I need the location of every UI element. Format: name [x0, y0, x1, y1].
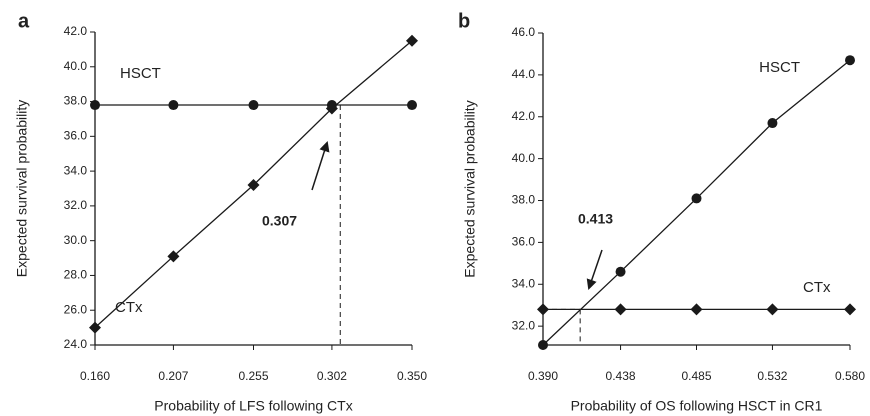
series-label: CTx [115, 299, 143, 316]
data-point [248, 100, 259, 111]
y-tick-label: 42.0 [64, 24, 88, 38]
y-tick-label: 40.0 [512, 151, 536, 165]
y-tick-label: 34.0 [512, 276, 536, 290]
data-point [406, 34, 418, 47]
y-tick-label: 44.0 [512, 67, 536, 81]
data-point [537, 303, 549, 316]
y-axis-title: Expected survival probability [14, 100, 30, 277]
x-tick-label: 0.207 [158, 369, 188, 383]
y-tick-label: 32.0 [64, 198, 88, 212]
x-tick-label: 0.255 [238, 369, 268, 383]
y-tick-label: 36.0 [512, 235, 536, 249]
chart-panel: a 24.0 26.0 28.0 30.0 32.0 34.0 36.0 38.0 40.0 42.… [14, 10, 428, 413]
y-tick-label: 26.0 [64, 302, 88, 316]
annotation-arrow [311, 140, 330, 191]
data-point [691, 193, 702, 204]
x-tick-label: 0.580 [835, 369, 865, 383]
data-point [766, 303, 779, 316]
data-point [167, 250, 180, 263]
data-point [615, 266, 626, 277]
data-point [845, 55, 855, 66]
x-tick-label: 0.160 [80, 369, 110, 383]
y-tick-label: 38.0 [512, 193, 536, 207]
y-axis-title: Expected survival probability [462, 100, 478, 277]
data-point [90, 100, 100, 111]
data-point [89, 321, 101, 334]
chart-panel: b 32.0 34.0 36.0 38.0 40.0 42.0 44.0 46.0 0.390 0.… [458, 10, 865, 413]
series-label: HSCT [759, 59, 800, 76]
data-point [247, 179, 260, 192]
x-tick-label: 0.302 [317, 369, 347, 383]
data-point [325, 102, 338, 115]
panel-label: a [18, 10, 30, 32]
x-tick-label: 0.438 [606, 369, 636, 383]
data-point [690, 303, 703, 316]
data-point [168, 100, 179, 111]
data-point [407, 100, 417, 111]
y-tick-label: 24.0 [64, 337, 88, 351]
data-point [844, 303, 856, 316]
series-label: CTx [803, 279, 831, 296]
data-point [538, 340, 548, 350]
x-tick-label: 0.350 [397, 369, 427, 383]
x-axis-title: Probability of LFS following CTx [154, 398, 352, 414]
x-tick-label: 0.532 [757, 369, 787, 383]
y-tick-label: 32.0 [512, 318, 536, 332]
x-axis-title: Probability of OS following HSCT in CR1 [571, 398, 823, 414]
data-point [767, 118, 778, 129]
annotation-arrow [586, 249, 603, 290]
x-tick-label: 0.485 [681, 369, 711, 383]
threshold-label: 0.307 [262, 213, 297, 229]
y-tick-label: 28.0 [64, 268, 88, 282]
panel-label: b [458, 10, 470, 32]
threshold-label: 0.413 [578, 211, 613, 227]
y-tick-label: 46.0 [512, 25, 536, 39]
y-tick-label: 38.0 [64, 94, 88, 108]
data-point [614, 303, 627, 316]
series-label: HSCT [120, 65, 161, 82]
x-tick-label: 0.390 [528, 369, 558, 383]
y-tick-label: 36.0 [64, 129, 88, 143]
y-tick-label: 40.0 [64, 59, 88, 73]
y-tick-label: 30.0 [64, 233, 88, 247]
y-tick-label: 34.0 [64, 163, 88, 177]
y-tick-label: 42.0 [512, 109, 536, 123]
